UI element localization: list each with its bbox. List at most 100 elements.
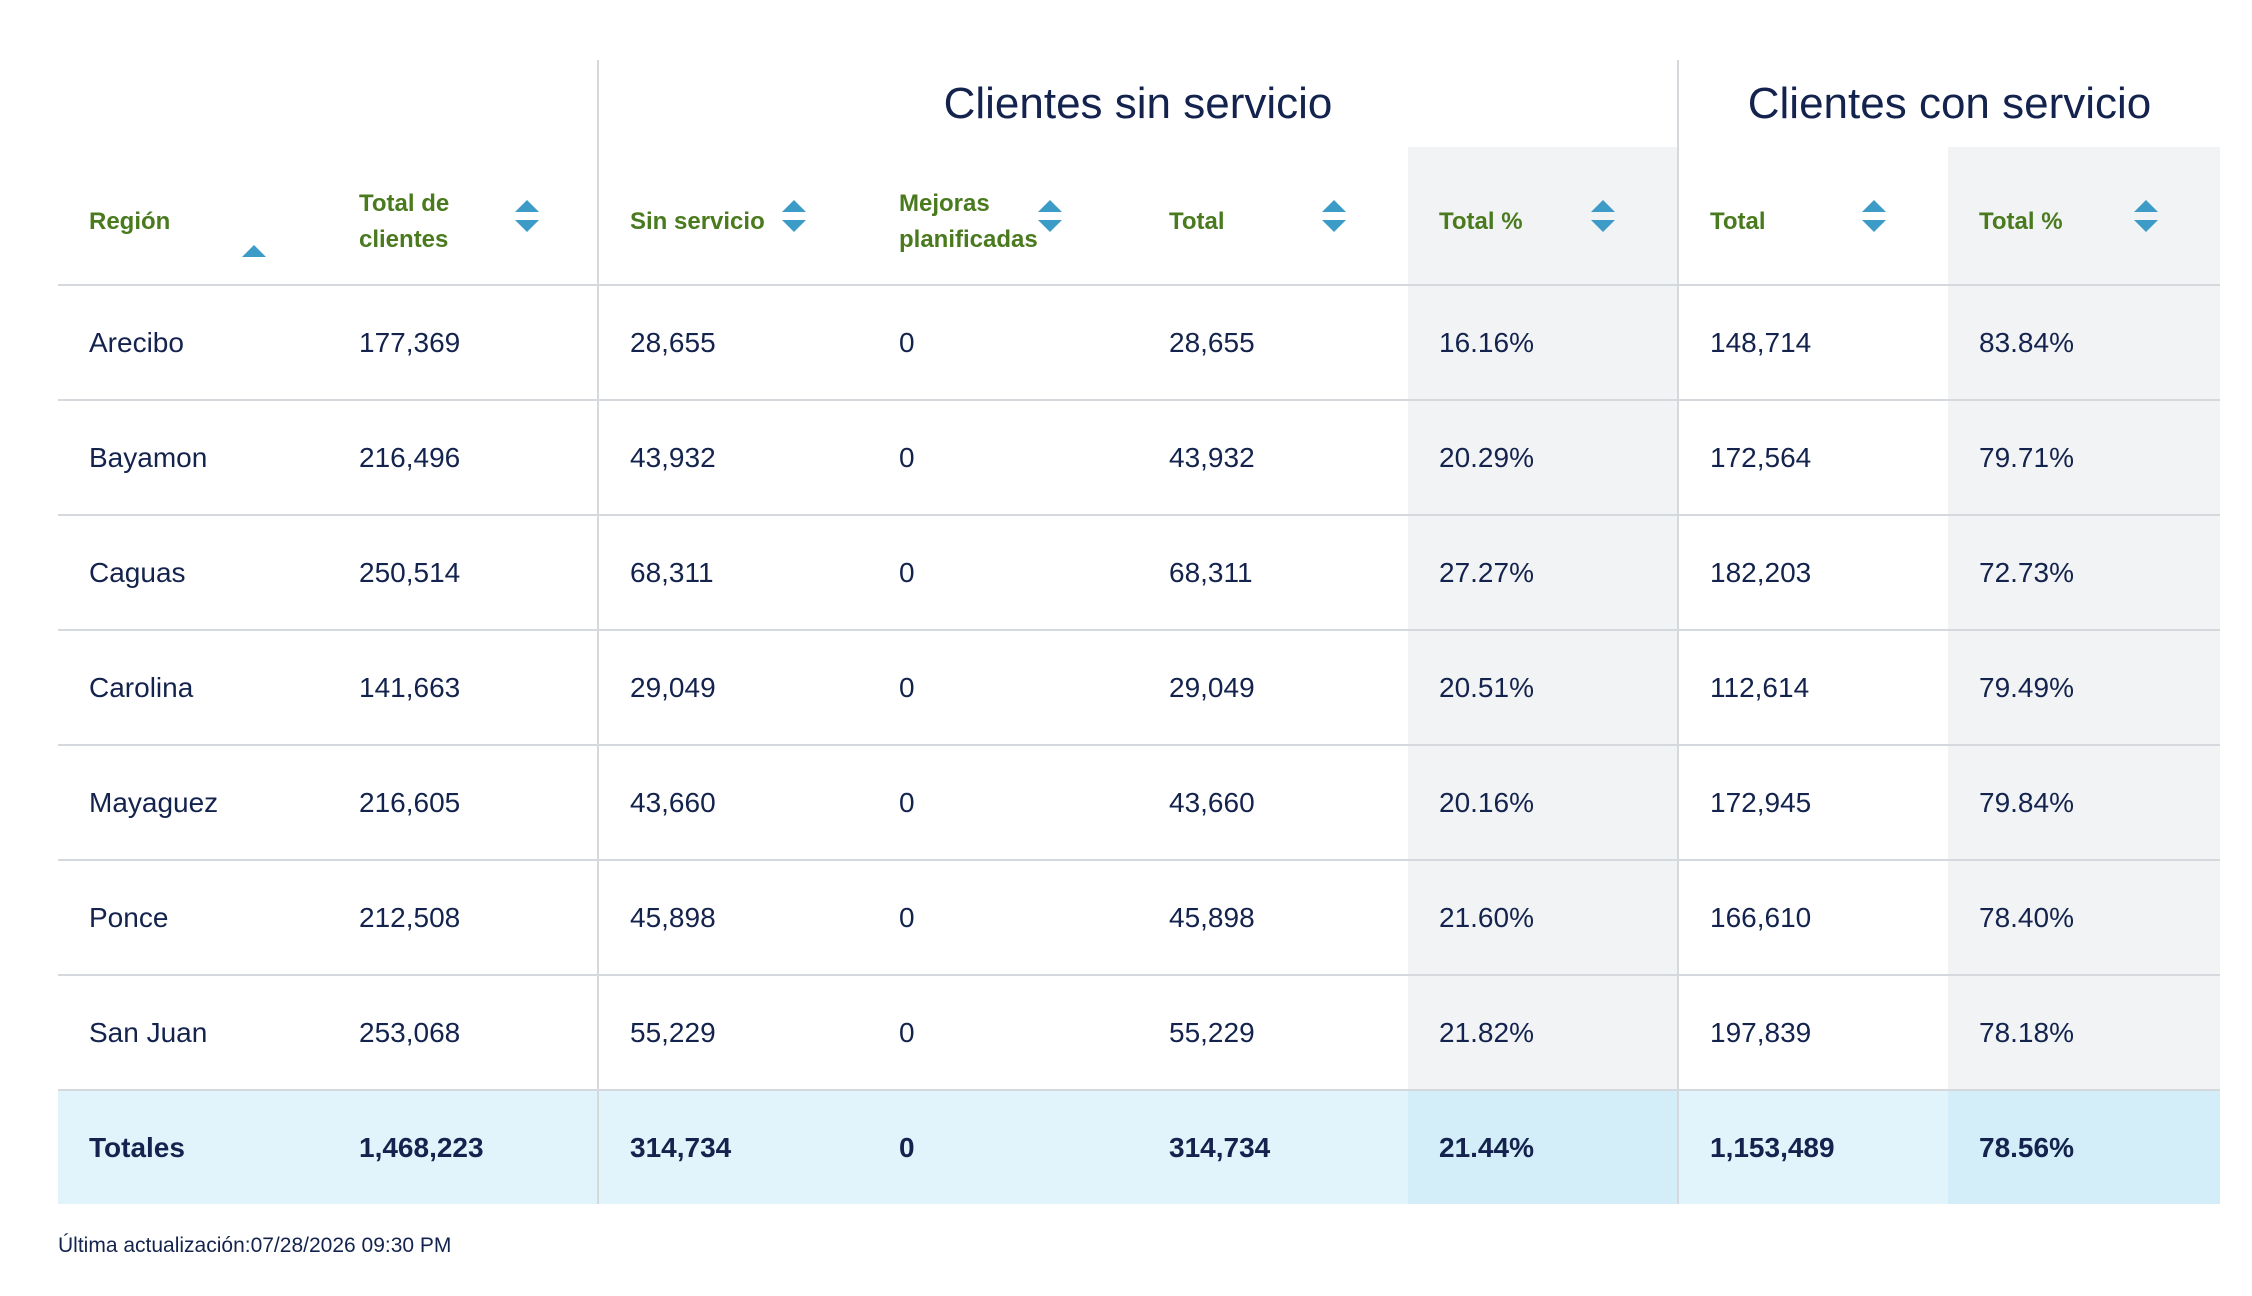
column-header-sin-total-pct[interactable]: Total % xyxy=(1408,147,1678,286)
cell-region: Totales xyxy=(58,1090,328,1204)
cell-sin-servicio: 55,229 xyxy=(597,975,868,1091)
cell-region: Arecibo xyxy=(58,285,328,401)
cell-con-total: 1,153,489 xyxy=(1677,1090,1948,1204)
table-row: Mayaguez 216,605 43,660 0 43,660 20.16% … xyxy=(58,745,2220,861)
last-updated-text: Última actualización:07/28/2026 09:30 PM xyxy=(58,1234,452,1257)
table-row: Carolina 141,663 29,049 0 29,049 20.51% … xyxy=(58,630,2220,746)
cell-total-clientes: 216,605 xyxy=(328,745,598,861)
cell-mejoras: 0 xyxy=(868,860,1138,976)
cell-con-total: 197,839 xyxy=(1677,975,1948,1091)
cell-con-total-pct: 83.84% xyxy=(1948,285,2220,401)
group-header-con-servicio: Clientes con servicio xyxy=(1677,60,2220,147)
cell-sin-total-pct: 20.51% xyxy=(1408,630,1678,746)
cell-total-clientes: 141,663 xyxy=(328,630,598,746)
sort-icon[interactable] xyxy=(514,199,539,232)
sort-icon[interactable] xyxy=(2134,199,2158,232)
column-header-sin-servicio[interactable]: Sin servicio xyxy=(597,147,868,286)
cell-total-clientes: 1,468,223 xyxy=(328,1090,598,1204)
cell-mejoras: 0 xyxy=(868,1090,1138,1204)
sort-icon[interactable] xyxy=(1862,199,1886,232)
cell-con-total-pct: 79.84% xyxy=(1948,745,2220,861)
column-header-row: Región Total de clientes Sin servicio Me… xyxy=(58,147,2220,286)
cell-total-clientes: 253,068 xyxy=(328,975,598,1091)
cell-con-total-pct: 72.73% xyxy=(1948,515,2220,631)
column-label-con-total: Total xyxy=(1710,207,1766,235)
table-row: San Juan 253,068 55,229 0 55,229 21.82% … xyxy=(58,975,2220,1091)
cell-sin-total-pct: 21.82% xyxy=(1408,975,1678,1091)
cell-total-clientes: 212,508 xyxy=(328,860,598,976)
cell-con-total: 182,203 xyxy=(1677,515,1948,631)
cell-sin-total: 45,898 xyxy=(1138,860,1408,976)
cell-mejoras: 0 xyxy=(868,630,1138,746)
sort-icon[interactable] xyxy=(1591,199,1615,232)
cell-mejoras: 0 xyxy=(868,285,1138,401)
totals-row: Totales 1,468,223 314,734 0 314,734 21.4… xyxy=(58,1090,2220,1204)
sort-icon[interactable] xyxy=(782,199,806,232)
column-label-total-clientes: Total de clientes xyxy=(359,189,450,253)
cell-sin-servicio: 29,049 xyxy=(597,630,868,746)
sort-icon[interactable] xyxy=(1322,199,1346,232)
cell-con-total: 172,564 xyxy=(1677,400,1948,516)
table-row: Arecibo 177,369 28,655 0 28,655 16.16% 1… xyxy=(58,285,2220,401)
cell-sin-servicio: 28,655 xyxy=(597,285,868,401)
cell-sin-servicio: 43,932 xyxy=(597,400,868,516)
cell-total-clientes: 177,369 xyxy=(328,285,598,401)
cell-con-total: 112,614 xyxy=(1677,630,1948,746)
cell-con-total-pct: 79.71% xyxy=(1948,400,2220,516)
cell-sin-total-pct: 27.27% xyxy=(1408,515,1678,631)
cell-sin-servicio: 45,898 xyxy=(597,860,868,976)
cell-sin-servicio: 43,660 xyxy=(597,745,868,861)
cell-region: Ponce xyxy=(58,860,328,976)
cell-mejoras: 0 xyxy=(868,745,1138,861)
column-label-sin-total-pct: Total % xyxy=(1439,207,1523,235)
column-label-mejoras: Mejoras planificadas xyxy=(899,189,1038,253)
cell-sin-total: 55,229 xyxy=(1138,975,1408,1091)
column-header-region[interactable]: Región xyxy=(58,147,328,286)
cell-sin-total-pct: 20.29% xyxy=(1408,400,1678,516)
cell-sin-total-pct: 21.60% xyxy=(1408,860,1678,976)
group-header-row: Clientes sin servicio Clientes con servi… xyxy=(58,60,2220,147)
cell-con-total-pct: 79.49% xyxy=(1948,630,2220,746)
cell-sin-servicio: 314,734 xyxy=(597,1090,868,1204)
column-header-total-clientes[interactable]: Total de clientes xyxy=(328,147,598,286)
cell-sin-total: 68,311 xyxy=(1138,515,1408,631)
column-header-con-total-pct[interactable]: Total % xyxy=(1948,147,2220,286)
group-title-sin-servicio: Clientes sin servicio xyxy=(943,78,1333,128)
cell-mejoras: 0 xyxy=(868,400,1138,516)
cell-sin-total: 43,660 xyxy=(1138,745,1408,861)
cell-region: San Juan xyxy=(58,975,328,1091)
group-title-con-servicio: Clientes con servicio xyxy=(1747,78,2152,128)
cell-con-total: 166,610 xyxy=(1677,860,1948,976)
cell-region: Bayamon xyxy=(58,400,328,516)
outage-table-container: Clientes sin servicio Clientes con servi… xyxy=(58,60,2220,1204)
cell-sin-total-pct: 20.16% xyxy=(1408,745,1678,861)
table-row: Ponce 212,508 45,898 0 45,898 21.60% 166… xyxy=(58,860,2220,976)
cell-con-total: 172,945 xyxy=(1677,745,1948,861)
sort-icon[interactable] xyxy=(1037,199,1062,232)
column-label-con-total-pct: Total % xyxy=(1979,207,2063,235)
column-header-con-total[interactable]: Total xyxy=(1677,147,1948,286)
column-label-region: Región xyxy=(89,207,171,235)
cell-region: Carolina xyxy=(58,630,328,746)
cell-total-clientes: 250,514 xyxy=(328,515,598,631)
cell-region: Mayaguez xyxy=(58,745,328,861)
cell-sin-servicio: 68,311 xyxy=(597,515,868,631)
cell-region: Caguas xyxy=(58,515,328,631)
cell-sin-total-pct: 21.44% xyxy=(1408,1090,1678,1204)
cell-con-total-pct: 78.18% xyxy=(1948,975,2220,1091)
column-label-sin-total: Total xyxy=(1169,207,1225,235)
cell-mejoras: 0 xyxy=(868,515,1138,631)
cell-sin-total: 314,734 xyxy=(1138,1090,1408,1204)
cell-mejoras: 0 xyxy=(868,975,1138,1091)
group-header-spacer xyxy=(58,60,598,147)
group-header-sin-servicio: Clientes sin servicio xyxy=(597,60,1678,147)
column-label-sin-servicio: Sin servicio xyxy=(630,207,765,235)
cell-con-total-pct: 78.40% xyxy=(1948,860,2220,976)
column-header-sin-total[interactable]: Total xyxy=(1138,147,1408,286)
cell-total-clientes: 216,496 xyxy=(328,400,598,516)
table-row: Caguas 250,514 68,311 0 68,311 27.27% 18… xyxy=(58,515,2220,631)
sort-ascending-icon[interactable] xyxy=(242,244,266,259)
column-header-mejoras[interactable]: Mejoras planificadas xyxy=(868,147,1138,286)
cell-sin-total-pct: 16.16% xyxy=(1408,285,1678,401)
cell-sin-total: 28,655 xyxy=(1138,285,1408,401)
